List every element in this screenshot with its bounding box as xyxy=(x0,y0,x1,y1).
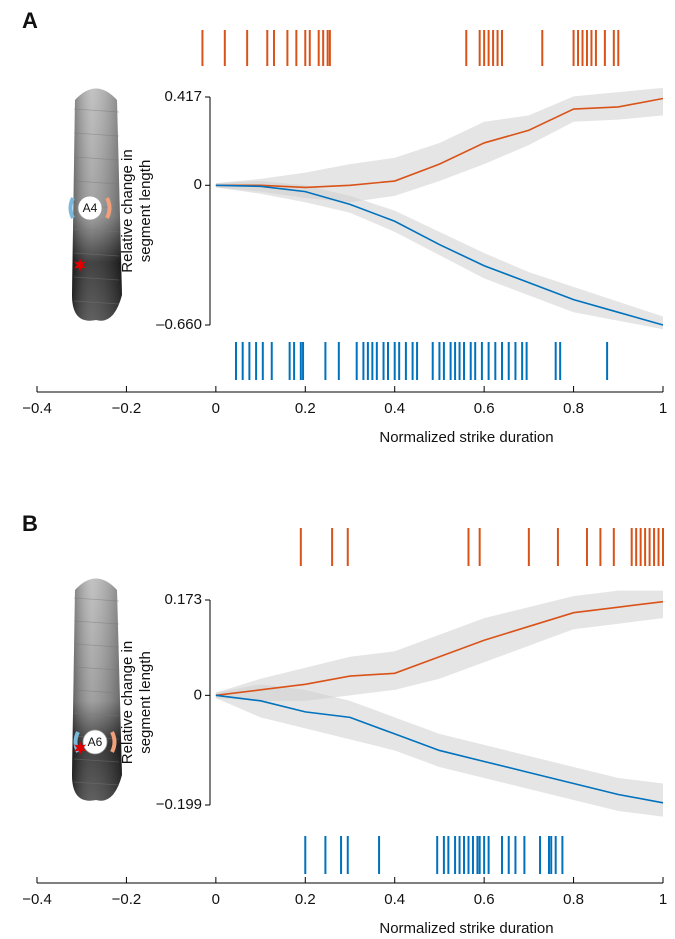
y-tick-label: 0 xyxy=(194,686,202,703)
larva-segment xyxy=(73,781,120,786)
y-tick-label: 0.173 xyxy=(164,591,202,608)
panel: A A4 –0.660 0 0.417 Relative change in segment… xyxy=(22,8,667,446)
x-tick-label: 0.8 xyxy=(563,400,584,417)
larva-segment xyxy=(73,597,120,602)
panel-label: A xyxy=(22,8,38,33)
confidence-band xyxy=(215,87,663,203)
larva-segment xyxy=(73,156,120,161)
larva-segment xyxy=(73,108,120,113)
series-line xyxy=(215,184,664,326)
larva-segment xyxy=(73,180,120,185)
y-axis-label: Relative change in xyxy=(119,149,136,272)
larva-segment xyxy=(73,300,120,305)
y-axis-label: Relative change in xyxy=(119,641,136,764)
segment-label: A4 xyxy=(83,201,98,215)
stimulus-star xyxy=(73,258,87,272)
segment-marker-right xyxy=(110,731,117,753)
segment-label: A6 xyxy=(88,735,103,749)
x-tick-label: 0.6 xyxy=(474,891,495,908)
larva-shade xyxy=(72,578,122,801)
larva-segment xyxy=(73,132,120,137)
x-tick-label: 0.4 xyxy=(384,400,405,417)
segment-circle xyxy=(77,195,103,221)
series-line xyxy=(215,600,664,697)
x-tick-label: 0.2 xyxy=(295,400,316,417)
larva-segment xyxy=(73,643,120,648)
x-tick-label: 0.8 xyxy=(563,891,584,908)
x-tick-label: −0.2 xyxy=(112,400,142,417)
segment-marker-left xyxy=(68,197,75,219)
x-tick-label: 0.6 xyxy=(474,400,495,417)
x-tick-label: −0.4 xyxy=(22,400,52,417)
y-tick-label: −0.199 xyxy=(156,796,202,813)
series-line xyxy=(215,97,664,189)
x-tick-label: 0 xyxy=(212,400,220,417)
larva-segment xyxy=(73,758,120,763)
x-tick-label: 0.2 xyxy=(295,891,316,908)
y-tick-label: –0.660 xyxy=(156,316,202,333)
x-axis-label: Normalized strike duration xyxy=(379,429,553,446)
larva-segment xyxy=(73,666,120,671)
larva-segment xyxy=(73,276,120,281)
x-tick-label: −0.2 xyxy=(112,891,142,908)
stimulus-star xyxy=(73,741,87,755)
x-tick-label: 0 xyxy=(212,891,220,908)
larva-segment xyxy=(73,620,120,625)
y-axis-label: segment length xyxy=(137,160,154,263)
confidence-band xyxy=(215,181,663,330)
y-axis-label: segment length xyxy=(137,651,154,754)
x-tick-label: 1 xyxy=(659,891,667,908)
larva-segment xyxy=(73,252,120,257)
x-tick-label: 0.4 xyxy=(384,891,405,908)
x-tick-label: −0.4 xyxy=(22,891,52,908)
confidence-band xyxy=(215,590,663,701)
segment-circle xyxy=(82,729,108,755)
series-line xyxy=(215,694,664,804)
x-axis-label: Normalized strike duration xyxy=(379,920,553,937)
panel-label: B xyxy=(22,511,38,536)
larva-segment xyxy=(73,228,120,233)
x-tick-label: 1 xyxy=(659,400,667,417)
y-tick-label: 0 xyxy=(194,176,202,193)
larva-segment xyxy=(73,689,120,694)
larva-segment xyxy=(73,712,120,717)
segment-marker-right xyxy=(105,197,112,219)
y-tick-label: 0.417 xyxy=(164,88,202,105)
panel: B A6 −0.199 0 0.173 Relative change in segment… xyxy=(22,511,667,937)
